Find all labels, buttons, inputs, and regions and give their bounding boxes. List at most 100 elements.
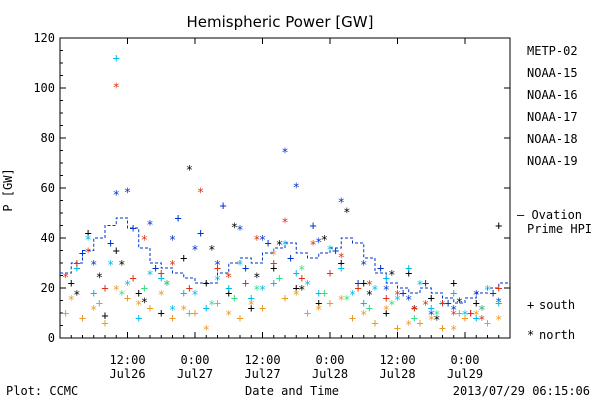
north-marker-noaa-19: * [310,238,317,252]
y-tick-label: 20 [41,281,55,295]
north-marker-noaa-16: * [85,233,92,247]
north-marker-noaa-18: * [405,318,412,332]
north-marker-noaa-18: * [135,298,142,312]
south-marker-noaa-16: + [495,296,502,310]
north-marker-noaa-19: * [197,186,204,200]
south-marker-metp-02: + [180,251,187,265]
north-marker-metp-02: * [118,258,125,272]
north-marker-noaa-16: * [484,283,491,297]
north-marker-noaa-15: * [338,196,345,210]
north-marker-noaa-15: * [90,258,97,272]
y-tick-label: 80 [41,131,55,145]
south-marker-noaa-17: + [141,281,148,295]
north-marker-noaa-16: * [439,298,446,312]
south-marker-noaa-15: + [79,246,86,260]
north-marker-noaa-19: * [478,313,485,327]
south-marker-metp-02: + [383,306,390,320]
north-marker-noaa-19: * [394,288,401,302]
north-marker-noaa-18: * [248,298,255,312]
south-marker-noaa-16: + [293,266,300,280]
legend-ovation-line2: Prime HPI [527,222,592,236]
north-marker-noaa-18: * [315,303,322,317]
x-tick-label-date: Jul29 [447,367,483,381]
south-marker-noaa-19: + [355,281,362,295]
south-marker-noaa-19: + [101,281,108,295]
legend-ovation-line1: — Ovation [517,208,582,222]
legend-marker-label: south [539,298,575,312]
south-marker-noaa-16: + [338,261,345,275]
north-marker-noaa-15: * [495,296,502,310]
north-marker-noaa-16: * [214,273,221,287]
south-marker-noaa-18: + [62,306,69,320]
south-marker-noaa-19: + [411,301,418,315]
south-marker-noaa-16: + [158,271,165,285]
north-marker-noaa-15: * [146,218,153,232]
north-marker-metp-02: * [96,271,103,285]
south-marker-noaa-15: + [197,226,204,240]
south-marker-noaa-19: + [73,256,80,270]
north-marker-noaa-16: * [259,283,266,297]
south-marker-noaa-15: + [490,286,497,300]
north-marker-noaa-17: * [343,293,350,307]
north-marker-metp-02: * [433,313,440,327]
y-tick-label: 100 [33,81,55,95]
south-marker-metp-02: + [315,296,322,310]
north-marker-noaa-15: * [214,258,221,272]
south-marker-noaa-17: + [186,306,193,320]
chart-title: Hemispheric Power [GW] [187,13,374,31]
south-marker-noaa-19: + [383,291,390,305]
north-marker-metp-02: * [478,303,485,317]
north-marker-metp-02: * [231,221,238,235]
south-marker-noaa-18: + [416,316,423,330]
north-marker-metp-02: * [388,268,395,282]
south-marker-noaa-15: + [220,199,227,213]
north-marker-noaa-17: * [298,263,305,277]
south-marker-noaa-18: + [169,311,176,325]
north-marker-noaa-18: * [383,303,390,317]
south-marker-noaa-15: + [107,236,114,250]
north-marker-noaa-16: * [326,243,333,257]
south-marker-noaa-15: + [152,261,159,275]
north-marker-noaa-16: * [169,303,176,317]
south-marker-noaa-15: + [377,261,384,275]
south-marker-metp-02: + [473,296,480,310]
north-marker-noaa-16: * [304,278,311,292]
legend-marker-label: north [539,328,575,342]
north-marker-noaa-17: * [253,283,260,297]
north-marker-noaa-19: * [366,278,373,292]
legend-entry: NOAA-18 [527,132,578,146]
north-marker-noaa-18: * [495,313,502,327]
north-marker-noaa-19: * [281,216,288,230]
north-marker-noaa-18: * [113,283,120,297]
south-marker-noaa-16: + [360,296,367,310]
south-marker-metp-02: + [360,276,367,290]
south-marker-noaa-16: + [383,271,390,285]
south-marker-noaa-15: + [467,306,474,320]
south-marker-metp-02: + [101,309,108,323]
north-marker-noaa-17: * [118,288,125,302]
south-marker-noaa-15: + [332,244,339,258]
south-marker-noaa-19: + [130,271,137,285]
south-marker-noaa-17: + [366,301,373,315]
south-marker-noaa-19: + [242,276,249,290]
south-marker-noaa-16: + [248,291,255,305]
south-marker-noaa-18: + [214,296,221,310]
north-marker-noaa-19: * [422,298,429,312]
north-marker-noaa-16: * [191,288,198,302]
north-marker-noaa-18: * [428,313,435,327]
north-marker-noaa-16: * [394,293,401,307]
north-marker-metp-02: * [411,303,418,317]
north-marker-metp-02: * [276,238,283,252]
y-axis-label: P [GW] [1,168,15,211]
north-marker-noaa-18: * [360,308,367,322]
north-marker-metp-02: * [253,271,260,285]
north-marker-noaa-16: * [124,278,131,292]
south-marker-metp-02: + [248,301,255,315]
ovation-prime-hpi-line [60,217,510,304]
south-marker-metp-02: + [203,276,210,290]
south-marker-metp-02: + [428,291,435,305]
x-tick-label-time: 0:00 [451,353,480,367]
north-marker-noaa-16: * [236,258,243,272]
x-tick-label-time: 12:00 [109,353,145,367]
